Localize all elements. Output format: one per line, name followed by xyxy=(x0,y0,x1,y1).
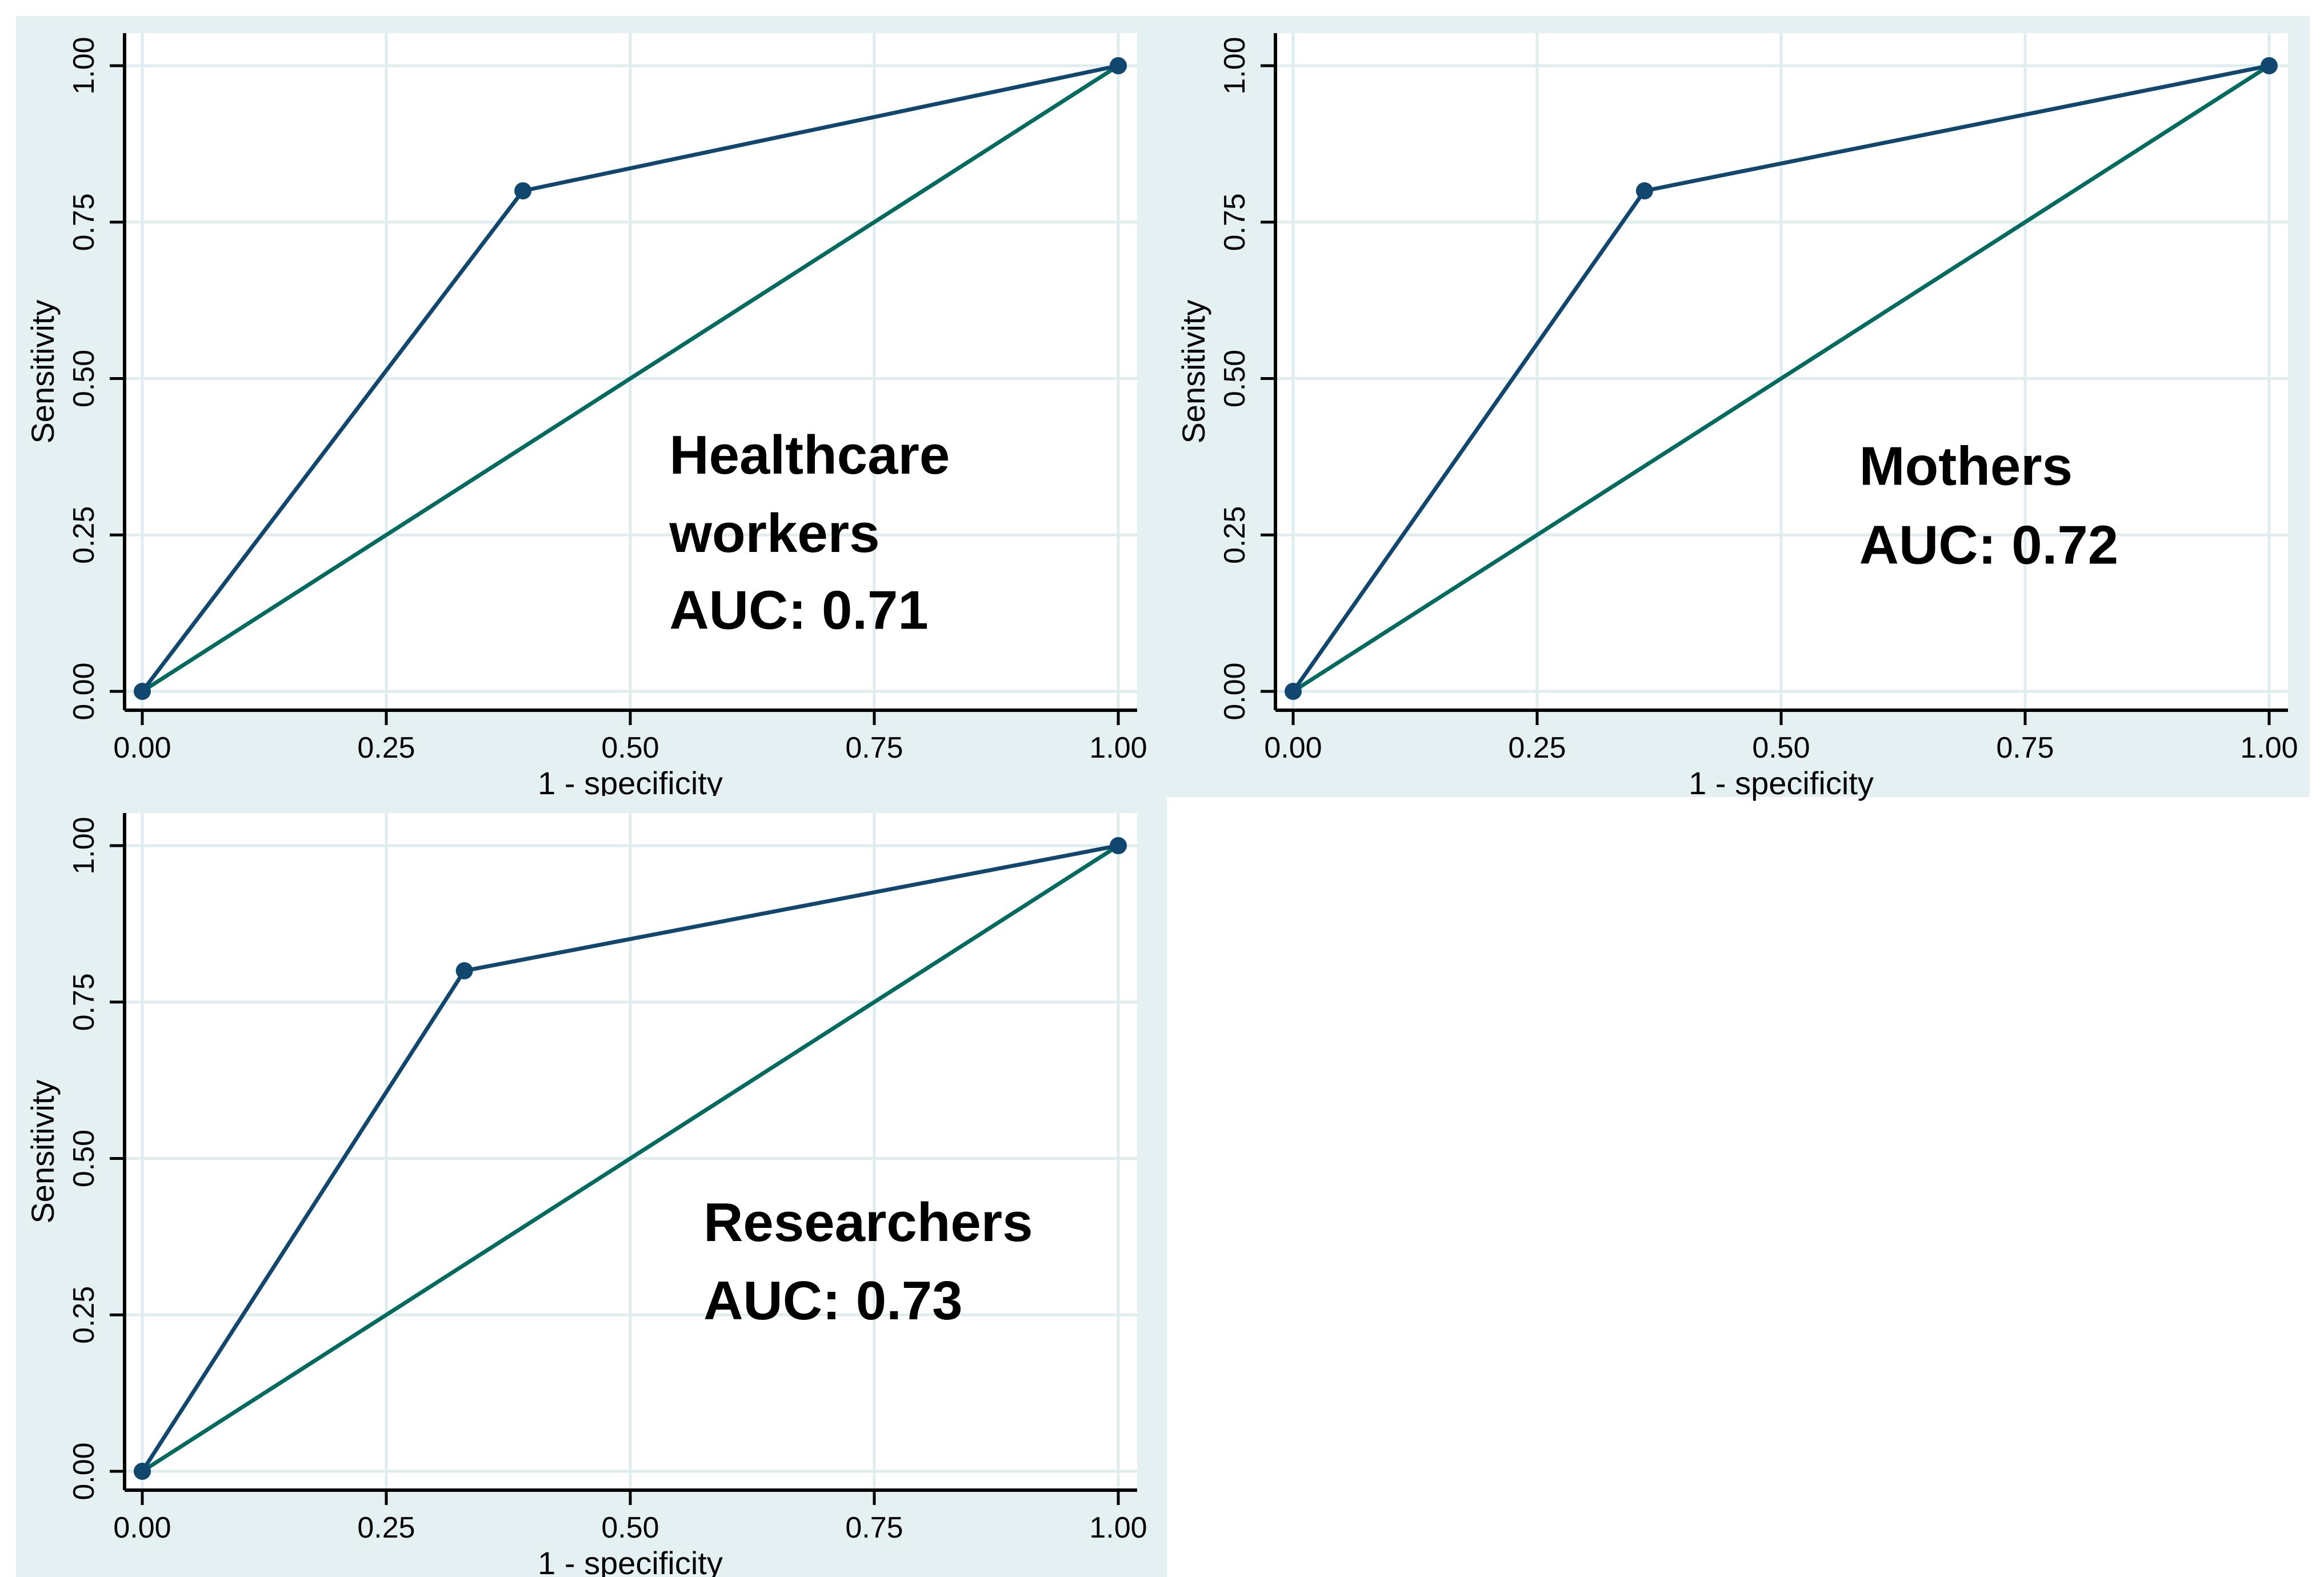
roc-marker xyxy=(1110,837,1127,854)
y-tick-label: 0.25 xyxy=(67,506,101,564)
y-tick-label: 0.75 xyxy=(67,193,101,251)
y-tick-label: 0.25 xyxy=(1218,506,1251,564)
y-tick-label: 0.00 xyxy=(1218,662,1251,720)
y-tick-label: 0.75 xyxy=(67,973,101,1031)
x-tick-label: 0.50 xyxy=(601,1511,659,1544)
x-axis-title: 1 - specificity xyxy=(538,765,723,801)
roc-marker xyxy=(2261,57,2278,74)
y-tick-label: 1.00 xyxy=(1218,37,1251,94)
x-tick-label: 0.00 xyxy=(113,731,171,765)
roc-panel-healthcare-workers: 0.00 0.00 0.25 0.25 0.50 0.50 0.75 0.75 1.00 1.00… xyxy=(16,16,1167,804)
roc-chart-researchers: 0.00 0.00 0.25 0.25 0.50 0.50 0.75 0.75 1.00 1.00… xyxy=(16,796,1167,1577)
annotation-line: workers xyxy=(669,503,879,564)
x-tick-label: 0.50 xyxy=(1752,731,1810,765)
y-tick-label: 0.50 xyxy=(67,350,101,407)
x-tick-label: 0.50 xyxy=(601,731,659,765)
x-axis-title: 1 - specificity xyxy=(538,1545,723,1577)
annotation-line: AUC: 0.71 xyxy=(669,580,928,641)
x-tick-label: 0.75 xyxy=(845,731,903,765)
y-tick-label: 0.00 xyxy=(67,1442,101,1500)
annotation-line: AUC: 0.73 xyxy=(703,1270,962,1331)
x-tick-label: 0.25 xyxy=(1508,731,1566,765)
y-tick-label: 0.00 xyxy=(67,662,101,720)
annotation-line: Mothers xyxy=(1859,436,2073,497)
roc-marker xyxy=(1285,683,1302,700)
y-tick-label: 0.50 xyxy=(1218,350,1251,407)
annotation-line: AUC: 0.72 xyxy=(1859,515,2118,576)
roc-marker xyxy=(455,962,473,979)
y-tick-label: 0.50 xyxy=(67,1130,101,1187)
x-tick-label: 0.75 xyxy=(845,1511,903,1544)
reference-line xyxy=(141,844,1119,1473)
roc-chart-mothers: 0.00 0.00 0.25 0.25 0.50 0.50 0.75 0.75 1.00 1.00… xyxy=(1167,16,2310,801)
x-tick-label: 0.00 xyxy=(113,1511,171,1544)
roc-marker xyxy=(514,182,532,199)
y-tick-label: 1.00 xyxy=(67,816,101,874)
y-tick-label: 0.75 xyxy=(1218,193,1251,251)
x-tick-label: 0.75 xyxy=(1996,731,2054,765)
x-tick-label: 0.25 xyxy=(357,1511,415,1544)
y-axis-title: Sensitivity xyxy=(25,1079,61,1223)
roc-marker xyxy=(1635,182,1653,199)
y-axis-title: Sensitivity xyxy=(1175,299,1211,443)
roc-marker xyxy=(134,1463,151,1480)
roc-marker xyxy=(134,683,151,700)
annotation-line: Healthcare xyxy=(669,425,950,486)
y-axis-title: Sensitivity xyxy=(25,299,61,443)
x-tick-label: 0.00 xyxy=(1264,731,1322,765)
roc-panel-mothers: 0.00 0.00 0.25 0.25 0.50 0.50 0.75 0.75 1.00 1.00… xyxy=(1167,16,2310,804)
x-tick-label: 1.00 xyxy=(1089,731,1147,765)
x-axis-title: 1 - specificity xyxy=(1689,765,1874,801)
roc-panel-researchers: 0.00 0.00 0.25 0.25 0.50 0.50 0.75 0.75 1.00 1.00… xyxy=(16,796,1167,1577)
roc-chart-healthcare-workers: 0.00 0.00 0.25 0.25 0.50 0.50 0.75 0.75 1.00 1.00… xyxy=(16,16,1167,801)
annotation-line: Researchers xyxy=(703,1192,1033,1253)
roc-marker xyxy=(1110,57,1127,74)
x-tick-label: 1.00 xyxy=(1089,1511,1147,1544)
y-tick-label: 0.25 xyxy=(67,1286,101,1344)
x-tick-label: 1.00 xyxy=(2240,731,2298,765)
y-tick-label: 1.00 xyxy=(67,37,101,94)
x-tick-label: 0.25 xyxy=(357,731,415,765)
reference-line xyxy=(1292,64,2270,693)
reference-line xyxy=(141,64,1119,693)
